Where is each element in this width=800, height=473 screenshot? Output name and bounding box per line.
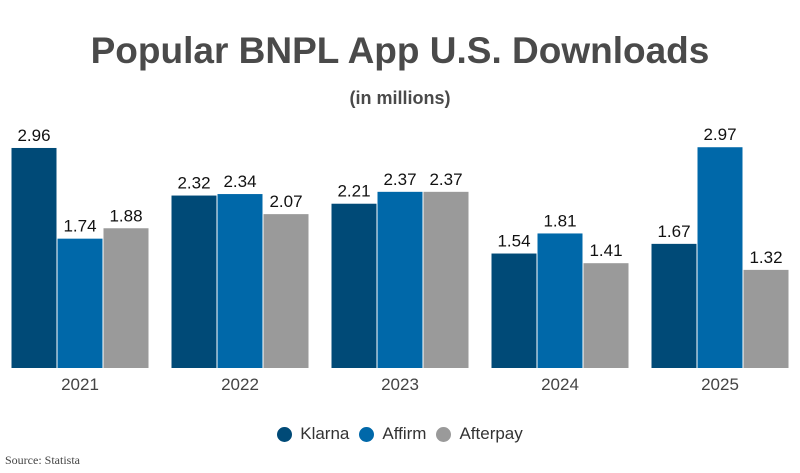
legend-item-affirm: Affirm: [359, 424, 426, 444]
data-label: 1.67: [657, 222, 690, 241]
data-label: 2.96: [17, 126, 50, 145]
bar-klarna-2023: [331, 203, 377, 368]
data-label: 2.37: [383, 170, 416, 189]
data-label: 1.41: [589, 241, 622, 260]
legend: Klarna Affirm Afterpay: [0, 424, 800, 444]
data-label: 1.54: [497, 232, 530, 251]
bar-afterpay-2022: [263, 214, 309, 368]
bar-klarna-2025: [651, 243, 697, 368]
data-label: 1.74: [63, 217, 96, 236]
data-label: 1.81: [543, 211, 576, 230]
bar-afterpay-2021: [103, 228, 149, 368]
x-tick-label: 2022: [221, 375, 259, 394]
x-tick-label: 2024: [541, 375, 579, 394]
data-label: 1.32: [749, 248, 782, 267]
bar-affirm-2021: [57, 238, 103, 368]
legend-swatch: [436, 426, 452, 442]
data-label: 2.97: [703, 125, 736, 144]
x-tick-label: 2021: [61, 375, 99, 394]
x-tick-label: 2025: [701, 375, 739, 394]
legend-label: Klarna: [300, 424, 350, 443]
data-label: 2.07: [269, 192, 302, 211]
legend-item-afterpay: Afterpay: [436, 424, 523, 444]
legend-item-klarna: Klarna: [277, 424, 349, 444]
data-label: 2.32: [177, 174, 210, 193]
legend-label: Affirm: [382, 424, 427, 443]
bar-afterpay-2023: [423, 191, 469, 368]
data-label: 2.37: [429, 170, 462, 189]
data-label: 1.88: [109, 206, 142, 225]
bar-chart: 2.96 1.74 1.88 2021 2.32 2.34 2.07 2022 2.21 2.37…: [11, 125, 789, 394]
data-label: 2.34: [223, 172, 256, 191]
legend-swatch: [277, 426, 293, 442]
chart-title: Popular BNPL App U.S. Downloads: [90, 30, 710, 71]
data-label: 2.21: [337, 182, 370, 201]
x-tick-label: 2023: [381, 375, 419, 394]
bar-affirm-2023: [377, 191, 423, 368]
bar-affirm-2022: [217, 194, 263, 368]
legend-swatch: [359, 426, 375, 442]
bar-afterpay-2025: [743, 269, 789, 368]
chart-subtitle: (in millions): [349, 88, 451, 108]
bar-klarna-2024: [491, 253, 537, 368]
bar-affirm-2025: [697, 147, 743, 368]
bar-affirm-2024: [537, 233, 583, 368]
legend-label: Afterpay: [459, 424, 523, 443]
source-note: Source: Statista: [5, 453, 80, 467]
bar-klarna-2022: [171, 195, 217, 368]
bar-afterpay-2024: [583, 263, 629, 368]
bar-klarna-2021: [11, 147, 57, 368]
